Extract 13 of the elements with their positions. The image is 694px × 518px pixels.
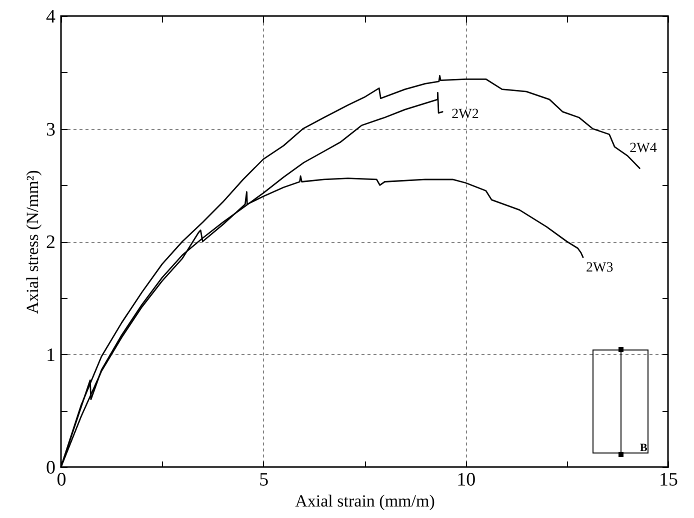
y-axis-title: Axial stress (N/mm²) [23, 170, 42, 314]
legend-label: 2W4 [630, 141, 657, 156]
y-tick-label: 3 [46, 119, 56, 140]
x-axis-title: Axial strain (mm/m) [295, 492, 435, 510]
series-label: 2W3 [586, 260, 614, 276]
x-tick-label: 15 [659, 470, 678, 490]
annotation: B [640, 442, 648, 454]
series-label: 2W2 [452, 106, 479, 122]
x-tick-label: 5 [259, 470, 269, 490]
x-tick-label: 10 [456, 470, 476, 490]
y-tick-label: 4 [46, 6, 56, 28]
y-tick-label: 1 [46, 344, 56, 366]
y-tick-label: 2 [46, 232, 56, 253]
